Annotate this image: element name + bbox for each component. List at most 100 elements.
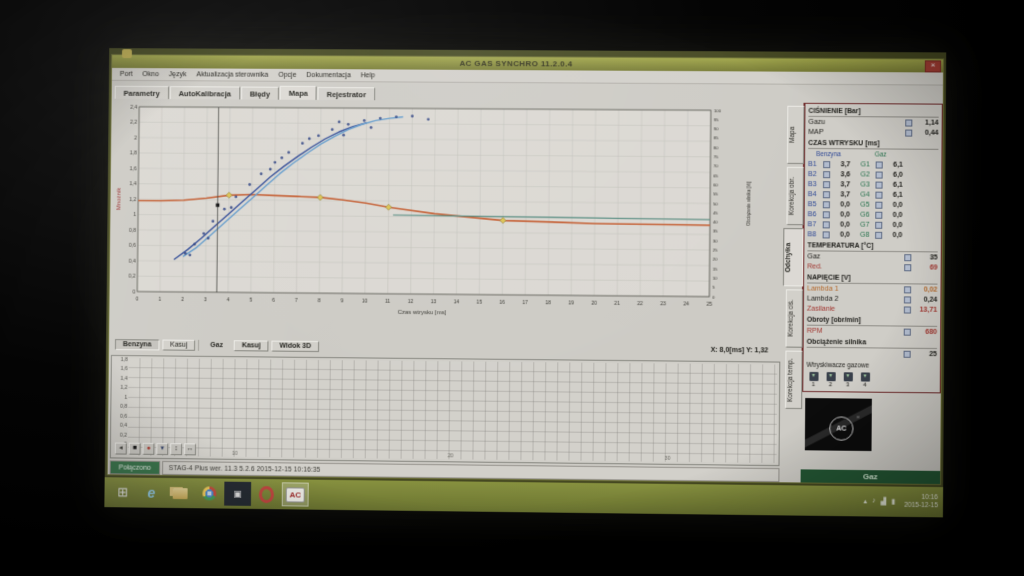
- start-icon[interactable]: ⊞: [117, 484, 129, 500]
- injection-time-row: B2 3,6 G2 6,0: [808, 170, 938, 180]
- osc-record-button[interactable]: ●: [142, 442, 155, 455]
- svg-text:95: 95: [714, 117, 719, 122]
- plot-toggle-icon[interactable]: [904, 254, 912, 262]
- value-b2: 3,6: [840, 171, 851, 179]
- column-benzyna: Benzyna: [816, 151, 841, 159]
- svg-text:14: 14: [454, 299, 460, 305]
- plot-toggle-icon[interactable]: [875, 181, 883, 189]
- taskbar-clock[interactable]: 10:16 2015-12-15: [904, 494, 938, 511]
- subtab-mapa[interactable]: Mapa: [786, 105, 805, 165]
- subtab-korekcja-ciś[interactable]: Korekcja ciś.: [785, 289, 804, 348]
- fuel-type-button[interactable]: Gaz: [800, 469, 941, 485]
- subtab-odchyłka[interactable]: Odchyłka: [782, 228, 804, 287]
- plot-toggle-icon[interactable]: [875, 171, 883, 179]
- svg-text:25: 25: [713, 248, 718, 253]
- benzyna-toggle[interactable]: Benzyna: [114, 338, 160, 350]
- gaz-toggle[interactable]: Gaz: [210, 341, 223, 349]
- photos-icon[interactable]: ▣: [224, 481, 252, 506]
- plot-toggle-icon[interactable]: [822, 201, 830, 209]
- kasuj-gaz-button[interactable]: Kasuj: [233, 339, 269, 352]
- injector-button-4[interactable]: ▾ 4: [859, 372, 871, 389]
- kasuj-benzyna-button[interactable]: Kasuj: [162, 339, 196, 351]
- plot-toggle-icon[interactable]: [905, 119, 913, 127]
- tab-mapa[interactable]: Mapa: [279, 85, 317, 100]
- svg-text:12: 12: [408, 299, 414, 305]
- plot-toggle-icon[interactable]: [823, 171, 831, 179]
- svg-text:9: 9: [341, 298, 344, 304]
- parameter-row: Zasilanie 13,71: [807, 305, 937, 315]
- injector-button-2[interactable]: ▾ 2: [824, 372, 836, 388]
- osc-stop-button[interactable]: ■: [128, 442, 141, 455]
- ac-logo-text: AC: [836, 424, 847, 433]
- plot-toggle-icon[interactable]: [823, 161, 831, 169]
- plot-toggle-icon[interactable]: [875, 201, 883, 209]
- acgas-icon[interactable]: AC: [281, 482, 309, 507]
- osc-step-back-button[interactable]: ◂: [114, 442, 127, 455]
- plot-toggle-icon[interactable]: [903, 296, 912, 304]
- menu-item-aktualizacja-sterownika[interactable]: Aktualizacja sterownika: [196, 70, 269, 79]
- section-header-temperatura-c: TEMPERATURA [°C]: [807, 242, 938, 253]
- menu-item-help[interactable]: Help: [360, 71, 376, 79]
- parameter-row: Gazu 1,14: [808, 118, 938, 128]
- subtab-korekcja-obr[interactable]: Korekcja obr.: [786, 166, 804, 226]
- osc-zoom-horizontal-button[interactable]: ↔: [184, 443, 197, 456]
- map-chart[interactable]: 0 1 2 3 4 5 6 7 8 9 10 11 12 13 14 15 16 17 18 19 20 21 22 23 24…: [111, 100, 783, 342]
- chrome-icon[interactable]: [195, 481, 222, 505]
- osc-marker-button[interactable]: ▾: [156, 442, 169, 456]
- plot-toggle-icon[interactable]: [904, 286, 912, 294]
- menu-item-język[interactable]: Język: [168, 70, 187, 78]
- svg-text:0,4: 0,4: [129, 258, 136, 264]
- plot-toggle-icon[interactable]: [822, 181, 831, 189]
- svg-text:1,2: 1,2: [129, 197, 136, 203]
- map-chart-svg[interactable]: 0 1 2 3 4 5 6 7 8 9 10 11 12 13 14 15 16 17 18 19 20 21 22 23 24…: [111, 101, 771, 342]
- menu-item-okno[interactable]: Okno: [142, 70, 159, 78]
- tab-rejestrator[interactable]: Rejestrator: [317, 86, 376, 101]
- oscilloscope-grid[interactable]: 10 20 30: [127, 358, 778, 464]
- plot-toggle-icon[interactable]: [822, 191, 831, 199]
- plot-toggle-icon[interactable]: [904, 264, 912, 272]
- svg-text:18: 18: [545, 300, 551, 306]
- menu-item-port[interactable]: Port: [119, 70, 133, 78]
- opera-icon[interactable]: [253, 482, 280, 506]
- osc-y-tick: 0,6: [120, 413, 128, 420]
- registered-mark: ®: [856, 414, 860, 420]
- menu-item-opcje[interactable]: Opcje: [278, 71, 297, 79]
- plot-toggle-icon[interactable]: [903, 350, 911, 358]
- osc-x-tick: 20: [447, 453, 454, 460]
- show-hidden-icon[interactable]: ▴: [863, 498, 868, 506]
- tab-parametry[interactable]: Parametry: [114, 85, 169, 100]
- injector-icon: ▾: [808, 371, 819, 382]
- subtab-korekcja-temp[interactable]: Korekcja temp.: [784, 350, 803, 410]
- injector-button-1[interactable]: ▾ 1: [807, 371, 819, 388]
- plot-toggle-icon[interactable]: [903, 328, 911, 336]
- internet-explorer-icon[interactable]: e: [147, 484, 156, 501]
- plot-toggle-icon[interactable]: [905, 129, 913, 137]
- label-g3: G3: [860, 181, 870, 189]
- tab-błędy[interactable]: Błędy: [240, 86, 279, 100]
- desktop-icon[interactable]: [121, 49, 132, 59]
- plot-toggle-icon[interactable]: [875, 221, 883, 229]
- plot-toggle-icon[interactable]: [822, 211, 830, 219]
- spacer: [835, 309, 902, 310]
- injection-time-row: B8 0,0 G8 0,0: [807, 230, 937, 240]
- volume-icon[interactable]: ♪: [872, 497, 876, 505]
- label-g4: G4: [860, 191, 870, 199]
- network-icon[interactable]: ▟: [880, 498, 887, 506]
- plot-toggle-icon[interactable]: [875, 161, 883, 169]
- plot-toggle-icon[interactable]: [875, 191, 883, 199]
- plot-toggle-icon[interactable]: [875, 211, 883, 219]
- widok-3d-button[interactable]: Widok 3D: [271, 340, 320, 352]
- plot-toggle-icon[interactable]: [822, 231, 830, 239]
- tab-autokalibracja[interactable]: AutoKalibracja: [169, 86, 240, 100]
- plot-toggle-icon[interactable]: [822, 221, 830, 229]
- close-icon[interactable]: ×: [924, 59, 942, 72]
- plot-toggle-icon[interactable]: [875, 231, 883, 239]
- file-explorer-icon[interactable]: [167, 481, 194, 505]
- osc-y-tick: 0,4: [120, 422, 127, 429]
- plot-toggle-icon[interactable]: [903, 306, 912, 314]
- injector-button-3[interactable]: ▾ 3: [842, 372, 854, 388]
- parameter-row: MAP 0,44: [808, 128, 938, 138]
- osc-zoom-vertical-button[interactable]: ↕: [170, 443, 183, 456]
- menu-item-dokumentacja[interactable]: Dokumentacja: [306, 71, 351, 79]
- battery-icon[interactable]: ▮: [891, 498, 896, 506]
